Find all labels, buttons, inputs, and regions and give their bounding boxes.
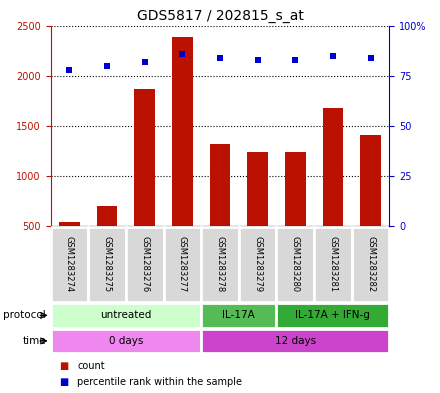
Text: percentile rank within the sample: percentile rank within the sample	[77, 377, 242, 387]
Point	[292, 57, 299, 63]
Bar	[209, 144, 231, 276]
Bar	[276, 303, 389, 328]
Bar	[97, 206, 117, 276]
Text: ■: ■	[59, 377, 69, 387]
Title: GDS5817 / 202815_s_at: GDS5817 / 202815_s_at	[136, 9, 304, 23]
Text: IL-17A: IL-17A	[223, 310, 255, 320]
Text: 12 days: 12 days	[275, 336, 316, 346]
Bar	[285, 152, 306, 276]
Bar	[172, 37, 193, 276]
Point	[367, 55, 374, 61]
Text: GSM1283281: GSM1283281	[328, 236, 337, 292]
Bar	[201, 227, 239, 302]
Bar	[51, 329, 201, 353]
Bar	[314, 227, 352, 302]
Bar	[51, 303, 201, 328]
Point	[66, 66, 73, 73]
Bar	[59, 222, 80, 276]
Bar	[164, 227, 201, 302]
Text: GSM1283278: GSM1283278	[216, 236, 224, 292]
Point	[330, 52, 337, 59]
Text: time: time	[22, 336, 46, 346]
Bar	[323, 108, 343, 276]
Text: untreated: untreated	[100, 310, 151, 320]
Bar	[276, 227, 314, 302]
Text: 0 days: 0 days	[109, 336, 143, 346]
Bar	[134, 89, 155, 276]
Bar	[201, 303, 276, 328]
Text: GSM1283277: GSM1283277	[178, 236, 187, 292]
Text: ■: ■	[59, 361, 69, 371]
Text: IL-17A + IFN-g: IL-17A + IFN-g	[296, 310, 370, 320]
Point	[179, 50, 186, 57]
Text: GSM1283275: GSM1283275	[103, 236, 112, 292]
Text: GSM1283276: GSM1283276	[140, 236, 149, 292]
Point	[216, 55, 224, 61]
Bar	[126, 227, 164, 302]
Text: GSM1283282: GSM1283282	[366, 236, 375, 292]
Text: protocol: protocol	[4, 310, 46, 320]
Text: GSM1283279: GSM1283279	[253, 236, 262, 292]
Text: GSM1283280: GSM1283280	[291, 236, 300, 292]
Point	[141, 59, 148, 65]
Bar	[239, 227, 276, 302]
Bar	[247, 152, 268, 276]
Bar	[201, 329, 389, 353]
Text: GSM1283274: GSM1283274	[65, 236, 74, 292]
Bar	[352, 227, 389, 302]
Point	[254, 57, 261, 63]
Bar	[360, 135, 381, 276]
Bar	[88, 227, 126, 302]
Text: count: count	[77, 361, 105, 371]
Point	[103, 62, 110, 69]
Bar	[51, 227, 88, 302]
